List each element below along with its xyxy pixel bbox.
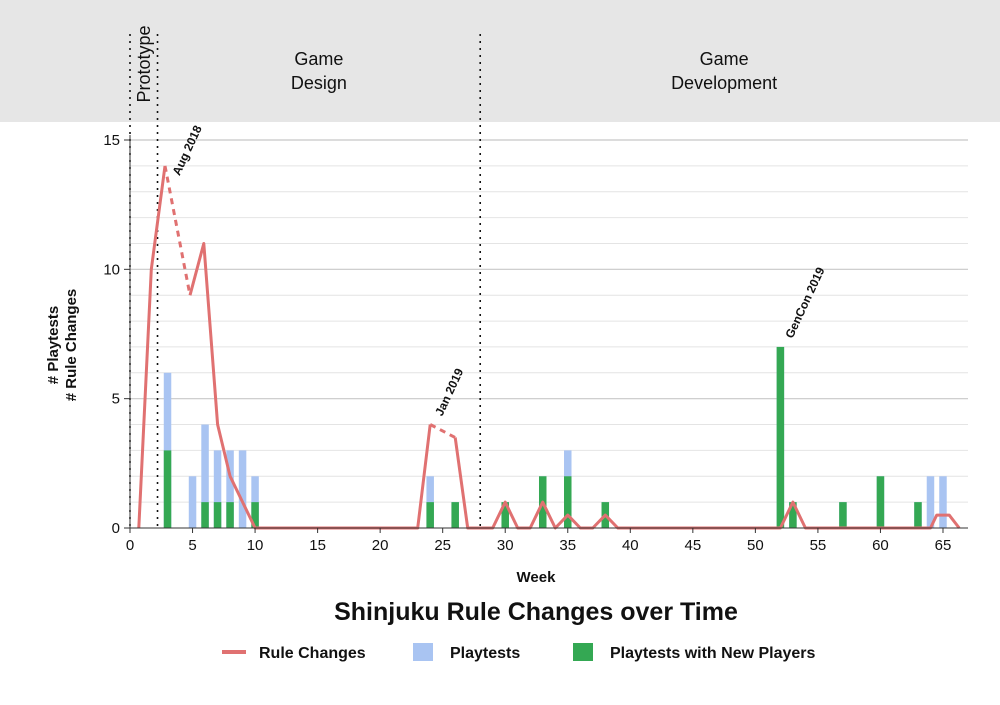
new-player-bar: [201, 502, 209, 528]
new-player-bar: [163, 450, 172, 528]
phase-labels: Prototype Game Design Game Development: [134, 25, 777, 102]
new-player-bar: [226, 502, 234, 528]
grid: [130, 139, 968, 503]
x-tick-label: 0: [126, 537, 134, 554]
legend-label: Playtests with New Players: [610, 645, 816, 662]
new-player-bar: [839, 502, 847, 528]
playtests-bar: [201, 424, 209, 528]
x-tick-label: 35: [559, 537, 576, 554]
legend: Rule Changes Playtests Playtests with New …: [222, 643, 816, 662]
rule-changes-segment: [163, 165, 192, 296]
playtests-bar: [238, 450, 247, 528]
playtests-bar: [213, 450, 222, 528]
phase-band: [0, 0, 1000, 122]
phase-label: Prototype: [134, 25, 154, 102]
legend-swatch: [413, 643, 433, 661]
annotation-label: GenCon 2019: [782, 265, 827, 341]
rule-changes-segment: [188, 242, 432, 530]
phase-label: Design: [291, 73, 347, 93]
x-tick-label: 25: [434, 537, 451, 554]
x-tick-label: 60: [872, 537, 889, 554]
legend-label: Rule Changes: [259, 645, 366, 662]
legend-label: Playtests: [450, 645, 520, 662]
playtests-bar: [926, 476, 935, 528]
new-player-bar: [251, 502, 259, 528]
x-tick-label: 50: [747, 537, 764, 554]
new-player-bar: [451, 502, 459, 528]
y-tick-label: 0: [112, 520, 120, 537]
x-tick-label: 30: [497, 537, 514, 554]
annotation-label: Aug 2018: [170, 123, 205, 178]
axes: 0 5 10 15 0 5 10 15 20 25 30 35 40 45 50 55 60 65: [103, 132, 968, 554]
chart-title: Shinjuku Rule Changes over Time: [334, 598, 738, 626]
new-player-bar: [564, 476, 572, 528]
new-player-bar: [876, 476, 885, 528]
y-axis-title-line-2: # Rule Changes: [63, 289, 80, 402]
x-tick-label: 45: [684, 537, 701, 554]
x-tick-label: 10: [247, 537, 264, 554]
legend-swatch: [573, 643, 593, 661]
new-player-bar: [914, 502, 922, 528]
y-tick-label: 5: [112, 391, 120, 408]
y-tick-label: 10: [103, 261, 120, 278]
phase-label: Development: [671, 73, 777, 93]
playtests-bar: [188, 476, 197, 528]
x-tick-label: 15: [309, 537, 326, 554]
annotations: Aug 2018 Jan 2019 GenCon 2019: [170, 123, 828, 418]
rule-changes-segment: [137, 165, 167, 529]
phase-label: Game: [700, 49, 749, 69]
playtests-bar: [226, 450, 234, 528]
phase-label: Game: [294, 49, 343, 69]
x-tick-label: 5: [188, 537, 196, 554]
playtests-bars: [163, 346, 947, 528]
new-player-bar: [776, 346, 785, 528]
y-axis-title-line-1: # Playtests: [45, 306, 62, 384]
new-player-bar: [426, 502, 434, 528]
new-player-bar: [789, 502, 797, 528]
new-player-bar: [213, 502, 222, 528]
x-tick-label: 40: [622, 537, 639, 554]
playtests-bar: [939, 476, 947, 528]
rule-changes-segment: [429, 423, 456, 439]
x-tick-label: 20: [372, 537, 389, 554]
x-tick-label: 65: [935, 537, 952, 554]
x-axis-title: Week: [517, 569, 557, 586]
new-player-bar: [501, 502, 509, 528]
y-tick-label: 15: [103, 132, 120, 149]
annotation-label: Jan 2019: [432, 366, 466, 418]
x-tick-label: 55: [810, 537, 827, 554]
